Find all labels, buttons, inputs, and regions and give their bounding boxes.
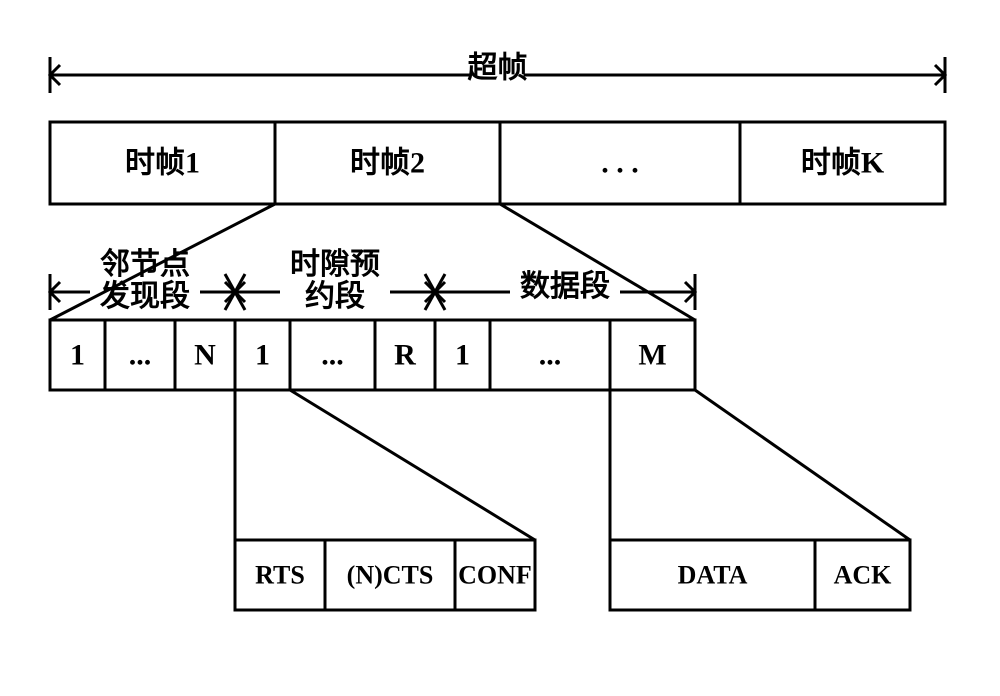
svg-text:1: 1 — [255, 339, 270, 372]
svg-text:RTS: RTS — [255, 561, 305, 590]
svg-text:时帧2: 时帧2 — [350, 147, 425, 180]
svg-text:(N)CTS: (N)CTS — [347, 561, 434, 590]
svg-text:...: ... — [321, 339, 344, 372]
svg-text:时帧K: 时帧K — [801, 147, 885, 180]
svg-text:发现段: 发现段 — [99, 279, 190, 313]
svg-text:R: R — [394, 339, 416, 372]
svg-text:1: 1 — [455, 339, 470, 372]
svg-text:. . .: . . . — [601, 147, 639, 180]
superframe-diagram: 超帧时帧1 时帧2 . . . 时帧K 邻节点发现段 时隙预约段 数据段 1... N 1... R… — [40, 40, 960, 656]
svg-text:邻节点: 邻节点 — [100, 247, 190, 281]
svg-text:时隙预: 时隙预 — [290, 248, 380, 281]
svg-text:数据段: 数据段 — [520, 269, 610, 303]
svg-text:ACK: ACK — [834, 561, 893, 590]
svg-text:...: ... — [539, 339, 562, 372]
svg-text:...: ... — [129, 339, 152, 372]
svg-text:时帧1: 时帧1 — [125, 147, 200, 180]
svg-text:CONF: CONF — [458, 561, 532, 590]
svg-text:M: M — [638, 339, 666, 372]
svg-text:约段: 约段 — [305, 279, 365, 313]
svg-text:超帧: 超帧 — [468, 52, 528, 85]
svg-text:N: N — [194, 339, 216, 372]
svg-text:1: 1 — [70, 339, 85, 372]
svg-text:DATA: DATA — [678, 561, 748, 590]
